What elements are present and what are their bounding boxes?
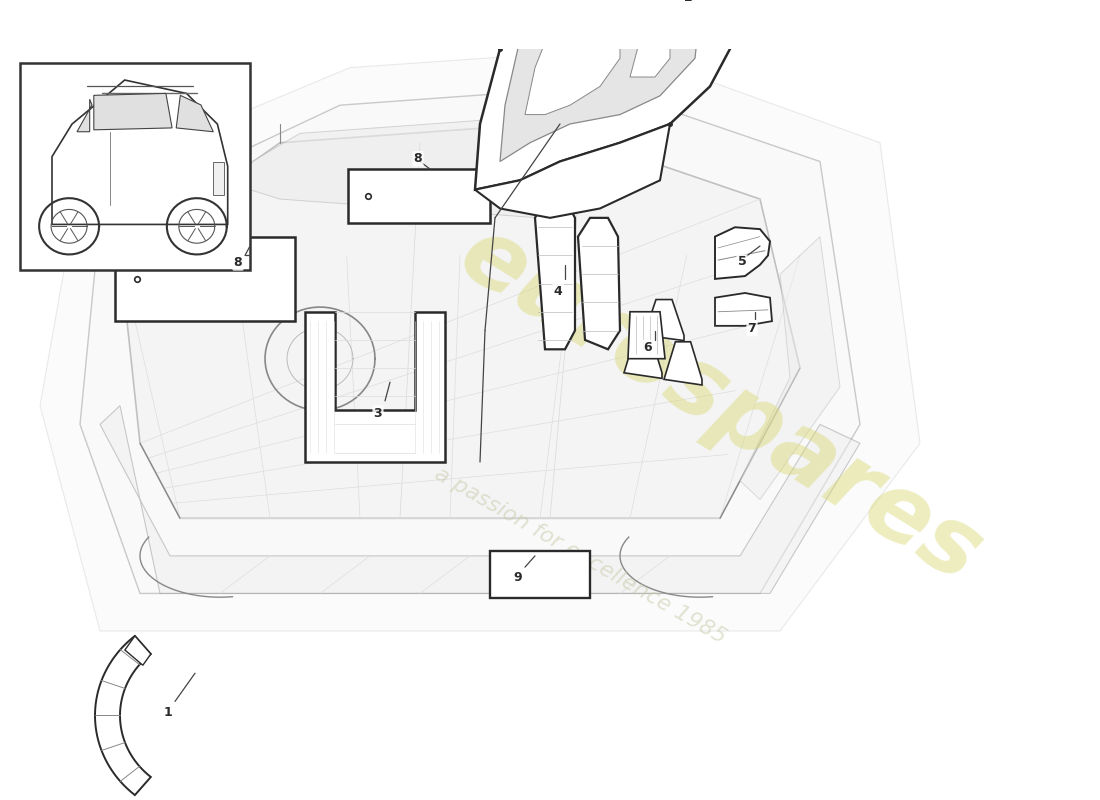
Polygon shape	[305, 312, 446, 462]
Text: 5: 5	[738, 255, 747, 269]
Polygon shape	[176, 95, 213, 132]
Polygon shape	[624, 335, 662, 378]
Text: 3: 3	[374, 406, 383, 420]
Polygon shape	[500, 0, 700, 162]
Text: 7: 7	[748, 322, 757, 335]
Polygon shape	[94, 94, 172, 130]
Polygon shape	[664, 342, 702, 385]
Text: 1: 1	[164, 706, 173, 719]
FancyBboxPatch shape	[20, 63, 250, 270]
Polygon shape	[628, 312, 666, 358]
Polygon shape	[120, 124, 800, 518]
Polygon shape	[348, 169, 490, 222]
Polygon shape	[125, 636, 151, 666]
Polygon shape	[220, 114, 620, 218]
Polygon shape	[52, 80, 228, 225]
Polygon shape	[525, 2, 620, 114]
Text: 8: 8	[233, 257, 242, 270]
Polygon shape	[100, 406, 860, 594]
Polygon shape	[213, 162, 223, 195]
Text: 9: 9	[514, 571, 522, 584]
Polygon shape	[475, 0, 740, 190]
Text: a passion for excellence 1985: a passion for excellence 1985	[431, 464, 729, 648]
Polygon shape	[95, 636, 151, 795]
Text: 6: 6	[644, 341, 652, 354]
Polygon shape	[40, 49, 920, 631]
Text: 4: 4	[553, 285, 562, 298]
Polygon shape	[578, 218, 620, 350]
Polygon shape	[715, 293, 772, 326]
Polygon shape	[77, 99, 92, 132]
Polygon shape	[475, 124, 670, 218]
Text: eurospares: eurospares	[442, 208, 998, 603]
Polygon shape	[116, 237, 295, 321]
Polygon shape	[490, 551, 590, 598]
Polygon shape	[715, 227, 770, 279]
Polygon shape	[630, 11, 670, 77]
Polygon shape	[80, 86, 860, 594]
Text: 2: 2	[683, 0, 692, 4]
Polygon shape	[644, 299, 684, 341]
Polygon shape	[535, 199, 575, 350]
Polygon shape	[740, 237, 840, 499]
Text: 8: 8	[414, 152, 422, 166]
